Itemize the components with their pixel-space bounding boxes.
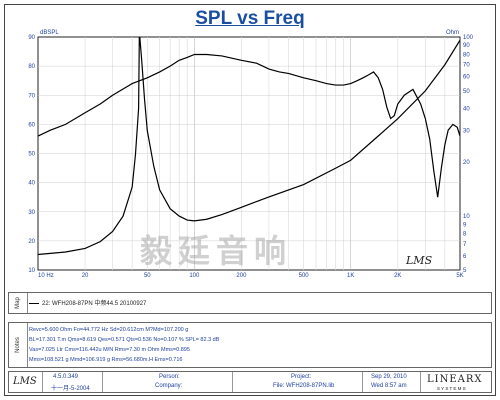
left-tick-label: 20 bbox=[28, 239, 35, 245]
spl-curve bbox=[38, 53, 460, 198]
brand-sub: S Y S T E M S bbox=[437, 386, 466, 391]
footer-logo-cell: LMS bbox=[9, 372, 43, 392]
right-tick-label: 20 bbox=[463, 160, 470, 166]
right-tick-label: 6 bbox=[463, 254, 467, 260]
chart-title: SPL vs Freq bbox=[195, 8, 305, 29]
right-axis-ticks: 5 6 7 8 9 10 20 30 40 50 60 70 80 90 100 bbox=[463, 35, 474, 274]
x-tick-label: 10 Hz bbox=[38, 273, 54, 279]
map-panel: Map 22: WFH208-87PN 中频44.5 20100927 bbox=[8, 292, 492, 314]
left-tick-label: 80 bbox=[28, 64, 35, 70]
x-tick-label: 200 bbox=[236, 273, 247, 279]
notes-line-3: Vas=7.025 Ltr Cms=116.442u M/N Rms=7.30 … bbox=[29, 347, 190, 353]
brand-logo: LINEARX bbox=[427, 374, 483, 385]
person-label: Person: bbox=[159, 374, 180, 380]
grid bbox=[38, 37, 460, 270]
footer: LMS 4.5.0.349 十一月-5-2004 Person: Company… bbox=[8, 371, 492, 393]
left-tick-label: 10 bbox=[28, 268, 35, 274]
left-tick-label: 40 bbox=[28, 181, 35, 187]
right-tick-label: 100 bbox=[463, 35, 474, 41]
footer-version-cell: 4.5.0.349 十一月-5-2004 bbox=[43, 372, 103, 392]
notes-line-1: Revc=5.600 Ohm Fo=44.772 Hz Sd=20.612cm … bbox=[29, 327, 189, 333]
x-tick-label: 500 bbox=[299, 273, 310, 279]
map-label: Map bbox=[9, 293, 28, 313]
left-axis-label: dBSPL bbox=[40, 30, 59, 36]
left-tick-label: 70 bbox=[28, 93, 35, 99]
date: Sep 29, 2010 bbox=[371, 374, 407, 380]
company-label: Company: bbox=[155, 383, 183, 389]
x-tick-label: 1K bbox=[347, 273, 354, 279]
footer-logo: LMS bbox=[13, 376, 37, 387]
project-label: Project: bbox=[291, 374, 312, 380]
right-tick-label: 90 bbox=[463, 43, 470, 49]
notes-label: Notes bbox=[9, 323, 28, 367]
version-date: 十一月-5-2004 bbox=[51, 386, 90, 392]
plot-logo: LMS bbox=[406, 254, 433, 267]
right-tick-label: 10 bbox=[463, 214, 470, 220]
right-tick-label: 5 bbox=[463, 268, 467, 274]
footer-brand-cell: LINEARX S Y S T E M S bbox=[421, 372, 493, 392]
footer-person-cell: Person: Company: bbox=[103, 372, 233, 392]
x-tick-label: 2K bbox=[394, 273, 401, 279]
watermark-text: 毅廷音响 bbox=[140, 232, 293, 270]
right-tick-label: 30 bbox=[463, 129, 470, 135]
left-tick-label: 90 bbox=[28, 35, 35, 41]
footer-project-cell: Project: File: WFH208-87PN.lib bbox=[233, 372, 363, 392]
left-tick-label: 60 bbox=[28, 122, 35, 128]
right-axis-label: Ohm bbox=[446, 30, 459, 36]
file-label: File: WFH208-87PN.lib bbox=[273, 383, 335, 389]
notes-line-4: Mms=108.521 g Mmd=106.919 g Rms=56.680m.… bbox=[29, 357, 183, 363]
x-axis-ticks: 10 Hz 20 50 100 200 500 1K 2K 5K bbox=[38, 273, 464, 279]
left-axis-ticks: 10 20 30 40 50 60 70 80 90 bbox=[28, 35, 35, 274]
x-tick-label: 5K bbox=[456, 273, 463, 279]
impedance-curve bbox=[38, 37, 460, 256]
right-tick-label: 8 bbox=[463, 231, 467, 237]
footer-date-cell: Sep 29, 2010 Wed 8:57 am bbox=[363, 372, 421, 392]
version: 4.5.0.349 bbox=[53, 374, 79, 380]
legend-swatch bbox=[29, 302, 39, 304]
right-tick-label: 60 bbox=[463, 75, 470, 81]
right-tick-label: 50 bbox=[463, 89, 470, 95]
right-tick-label: 80 bbox=[463, 52, 470, 58]
x-tick-label: 100 bbox=[189, 273, 200, 279]
left-tick-label: 50 bbox=[28, 152, 35, 158]
right-tick-label: 9 bbox=[463, 222, 467, 228]
notes-panel: Notes Revc=5.600 Ohm Fo=44.772 Hz Sd=20.… bbox=[8, 322, 492, 368]
map-entry[interactable]: 22: WFH208-87PN 中频44.5 20100927 bbox=[29, 298, 146, 307]
right-tick-label: 7 bbox=[463, 242, 467, 248]
x-tick-label: 50 bbox=[144, 273, 151, 279]
series-group bbox=[38, 37, 460, 256]
x-tick-label: 20 bbox=[82, 273, 89, 279]
left-tick-label: 30 bbox=[28, 210, 35, 216]
notes-line-2: BL=17.301 T.m Qms=8.619 Qes=0.571 Qts=0.… bbox=[29, 337, 220, 343]
right-tick-label: 70 bbox=[463, 63, 470, 69]
right-tick-label: 40 bbox=[463, 106, 470, 112]
time: Wed 8:57 am bbox=[371, 383, 407, 389]
